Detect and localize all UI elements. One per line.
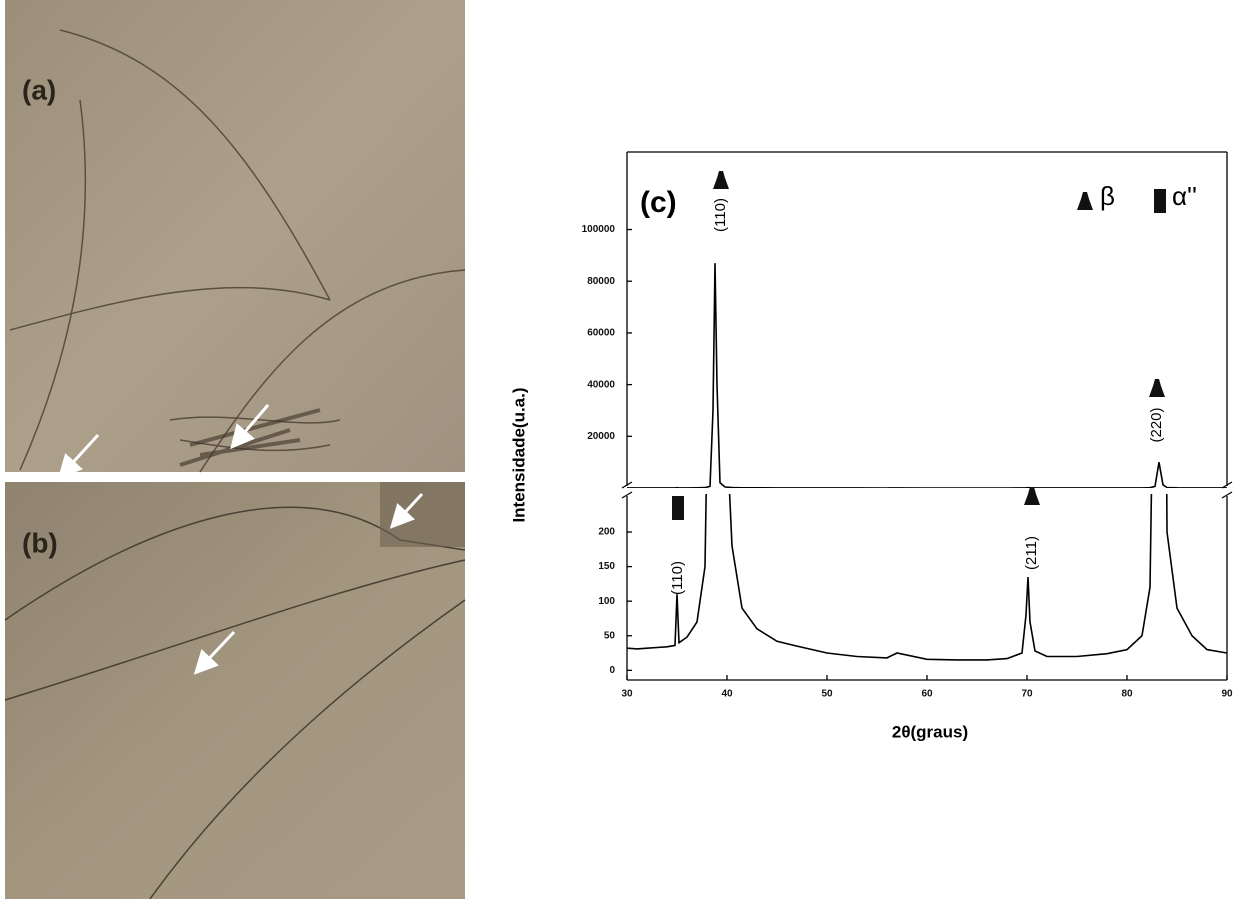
chart-panel-label: (c) [640, 186, 677, 219]
panel-label: (a) [22, 74, 56, 105]
data-line [627, 263, 1227, 488]
x-tick-label: 70 [1021, 689, 1033, 700]
x-axis-label: 2θ(graus) [892, 722, 968, 741]
legend-label: β [1100, 181, 1115, 211]
peak-label: (110) [669, 561, 686, 595]
micrograph-a: (a) [5, 0, 466, 479]
micrograph-b: (b) [4, 482, 466, 900]
y-tick-label: 60000 [587, 328, 615, 339]
x-tick-label: 80 [1121, 689, 1133, 700]
axis-break [1221, 491, 1233, 499]
beta-symbol [1077, 192, 1093, 210]
y-tick-label: 50 [604, 630, 616, 641]
y-tick-label: 100000 [582, 224, 616, 235]
beta-symbol [713, 171, 729, 189]
y-tick-label: 80000 [587, 276, 615, 287]
y-tick-label: 150 [598, 561, 615, 572]
alpha-symbol [1154, 189, 1166, 213]
x-tick-label: 60 [921, 689, 933, 700]
beta-symbol [1149, 379, 1165, 397]
axis-break [1221, 481, 1233, 489]
x-tick-label: 30 [621, 689, 633, 700]
y-tick-label: 20000 [587, 431, 615, 442]
axis-break [621, 481, 633, 489]
beta-symbol [1024, 487, 1040, 505]
data-line [627, 494, 1227, 661]
y-tick-label: 100 [598, 596, 615, 607]
alpha-symbol [672, 496, 684, 520]
y-axis-label: Intensidade(u.a.) [509, 387, 528, 522]
legend-label: α'' [1172, 181, 1197, 211]
x-tick-label: 90 [1221, 689, 1233, 700]
panel-label: (b) [22, 527, 58, 558]
peak-label: (211) [1023, 536, 1040, 570]
y-tick-label: 0 [609, 665, 615, 676]
x-tick-label: 40 [721, 689, 733, 700]
y-tick-label: 40000 [587, 379, 615, 390]
peak-label: (110) [712, 198, 729, 232]
x-tick-label: 50 [821, 689, 833, 700]
peak-label: (220) [1148, 407, 1165, 442]
y-tick-label: 200 [598, 527, 615, 538]
xrd-chart: (c) 2θ(graus) Intensidade(u.a.) [509, 186, 968, 742]
axis-break [621, 491, 633, 499]
